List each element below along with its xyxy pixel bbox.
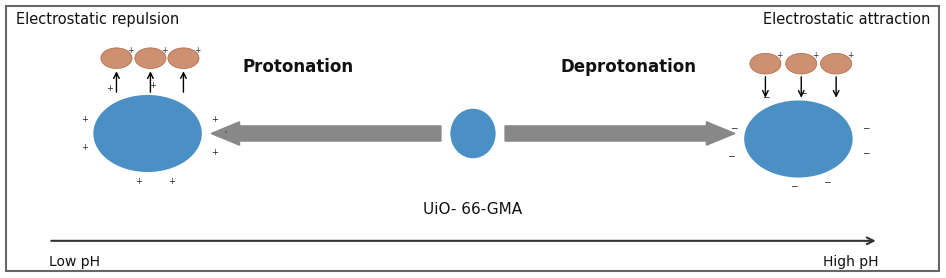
Text: UiO- 66-GMA: UiO- 66-GMA: [424, 202, 522, 217]
Text: −: −: [823, 177, 831, 186]
Text: +: +: [128, 46, 133, 55]
Ellipse shape: [450, 109, 496, 158]
Text: −: −: [762, 92, 769, 101]
Ellipse shape: [135, 48, 166, 68]
Text: −: −: [790, 181, 797, 190]
Text: ·: ·: [223, 126, 228, 140]
Text: Electrostatic attraction: Electrostatic attraction: [763, 13, 931, 28]
Ellipse shape: [94, 95, 201, 172]
Text: +: +: [812, 51, 818, 60]
Ellipse shape: [820, 53, 851, 74]
Text: −: −: [729, 123, 737, 133]
Text: +: +: [847, 51, 853, 60]
Text: Deprotonation: Deprotonation: [561, 58, 696, 76]
Ellipse shape: [745, 100, 852, 178]
Text: Electrostatic repulsion: Electrostatic repulsion: [15, 13, 179, 28]
Text: −: −: [727, 151, 735, 160]
FancyArrow shape: [211, 122, 441, 145]
Text: +: +: [106, 84, 114, 93]
Text: +: +: [134, 177, 142, 186]
Text: +: +: [211, 115, 219, 124]
Text: −: −: [799, 88, 807, 97]
FancyArrow shape: [505, 122, 735, 145]
Text: +: +: [81, 143, 88, 152]
Text: High pH: High pH: [823, 255, 879, 269]
Ellipse shape: [750, 53, 781, 74]
Ellipse shape: [167, 48, 199, 68]
Text: Low pH: Low pH: [48, 255, 99, 269]
Text: Protonation: Protonation: [243, 58, 354, 76]
Text: +: +: [777, 51, 782, 60]
Ellipse shape: [101, 48, 132, 68]
Text: −: −: [862, 123, 869, 133]
Text: +: +: [194, 46, 201, 55]
Text: +: +: [81, 115, 88, 124]
Ellipse shape: [786, 53, 816, 74]
Text: +: +: [161, 46, 167, 55]
Text: −: −: [862, 148, 869, 157]
Text: +: +: [149, 81, 156, 90]
Text: +: +: [167, 177, 175, 186]
Text: +: +: [211, 148, 219, 157]
